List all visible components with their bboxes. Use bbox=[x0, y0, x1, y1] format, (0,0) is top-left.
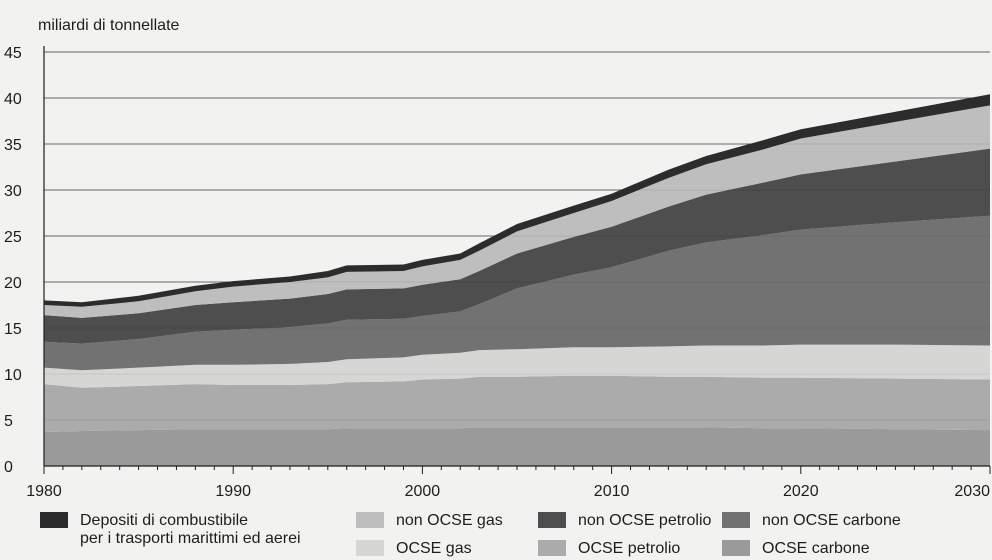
legend-label: Depositi di combustibile bbox=[80, 512, 248, 529]
area-non-ocse-gas bbox=[44, 105, 990, 318]
legend-item: non OCSE gas bbox=[356, 512, 503, 529]
legend-swatch bbox=[538, 540, 566, 556]
legend-swatch bbox=[356, 512, 384, 528]
legend-item: OCSE gas bbox=[356, 540, 472, 557]
legend-label: OCSE petrolio bbox=[578, 540, 680, 557]
legend-swatch bbox=[538, 512, 566, 528]
y-tick-label: 20 bbox=[4, 275, 22, 292]
area-ocse-petrolio bbox=[44, 375, 990, 432]
area-ocse-carbone bbox=[44, 427, 990, 466]
y-tick-label: 45 bbox=[4, 45, 22, 62]
legend-label: per i trasporti marittimi ed aerei bbox=[80, 530, 301, 547]
legend-item: OCSE carbone bbox=[722, 540, 870, 557]
legend-item: non OCSE carbone bbox=[722, 512, 901, 529]
y-tick-label: 40 bbox=[4, 91, 22, 108]
y-axis-unit-label: miliardi di tonnellate bbox=[38, 17, 180, 34]
legend-swatch bbox=[722, 512, 750, 528]
area-ocse-gas bbox=[44, 344, 990, 388]
y-tick-label: 5 bbox=[4, 413, 13, 430]
legend-label: non OCSE gas bbox=[396, 512, 503, 529]
legend-item: OCSE petrolio bbox=[538, 540, 680, 557]
area-non-ocse-petrolio bbox=[44, 148, 990, 344]
legend-swatch bbox=[356, 540, 384, 556]
y-tick-label: 15 bbox=[4, 321, 22, 338]
y-tick-label: 10 bbox=[4, 367, 22, 384]
legend-label: OCSE gas bbox=[396, 540, 472, 557]
y-tick-label: 30 bbox=[4, 183, 22, 200]
axes bbox=[43, 46, 991, 474]
legend-label: non OCSE carbone bbox=[762, 512, 901, 529]
area-non-ocse-carbone bbox=[44, 215, 990, 371]
legend-label: OCSE carbone bbox=[762, 540, 870, 557]
y-tick-labels: 0 5 10 15 20 25 30 35 40 45 bbox=[4, 45, 22, 476]
legend-swatch bbox=[40, 512, 68, 528]
y-tick-label: 0 bbox=[4, 459, 13, 476]
y-tick-label: 25 bbox=[4, 229, 22, 246]
area-series bbox=[44, 51, 990, 466]
x-tick-label: 2010 bbox=[594, 483, 630, 500]
legend-swatch bbox=[722, 540, 750, 556]
legend-item: non OCSE petrolio bbox=[538, 512, 712, 529]
x-tick-label: 2020 bbox=[783, 483, 819, 500]
x-tick-label: 2000 bbox=[405, 483, 441, 500]
x-tick-label: 1980 bbox=[26, 483, 62, 500]
legend-label: non OCSE petrolio bbox=[578, 512, 712, 529]
y-tick-label: 35 bbox=[4, 137, 22, 154]
area-depositi-di-combustibile-per-i-trasporti bbox=[44, 94, 990, 307]
x-tick-label: 1990 bbox=[215, 483, 251, 500]
x-tick-label: 2030 bbox=[954, 483, 990, 500]
x-tick-labels: 1980 1990 2000 2010 2020 2030 bbox=[26, 483, 990, 500]
